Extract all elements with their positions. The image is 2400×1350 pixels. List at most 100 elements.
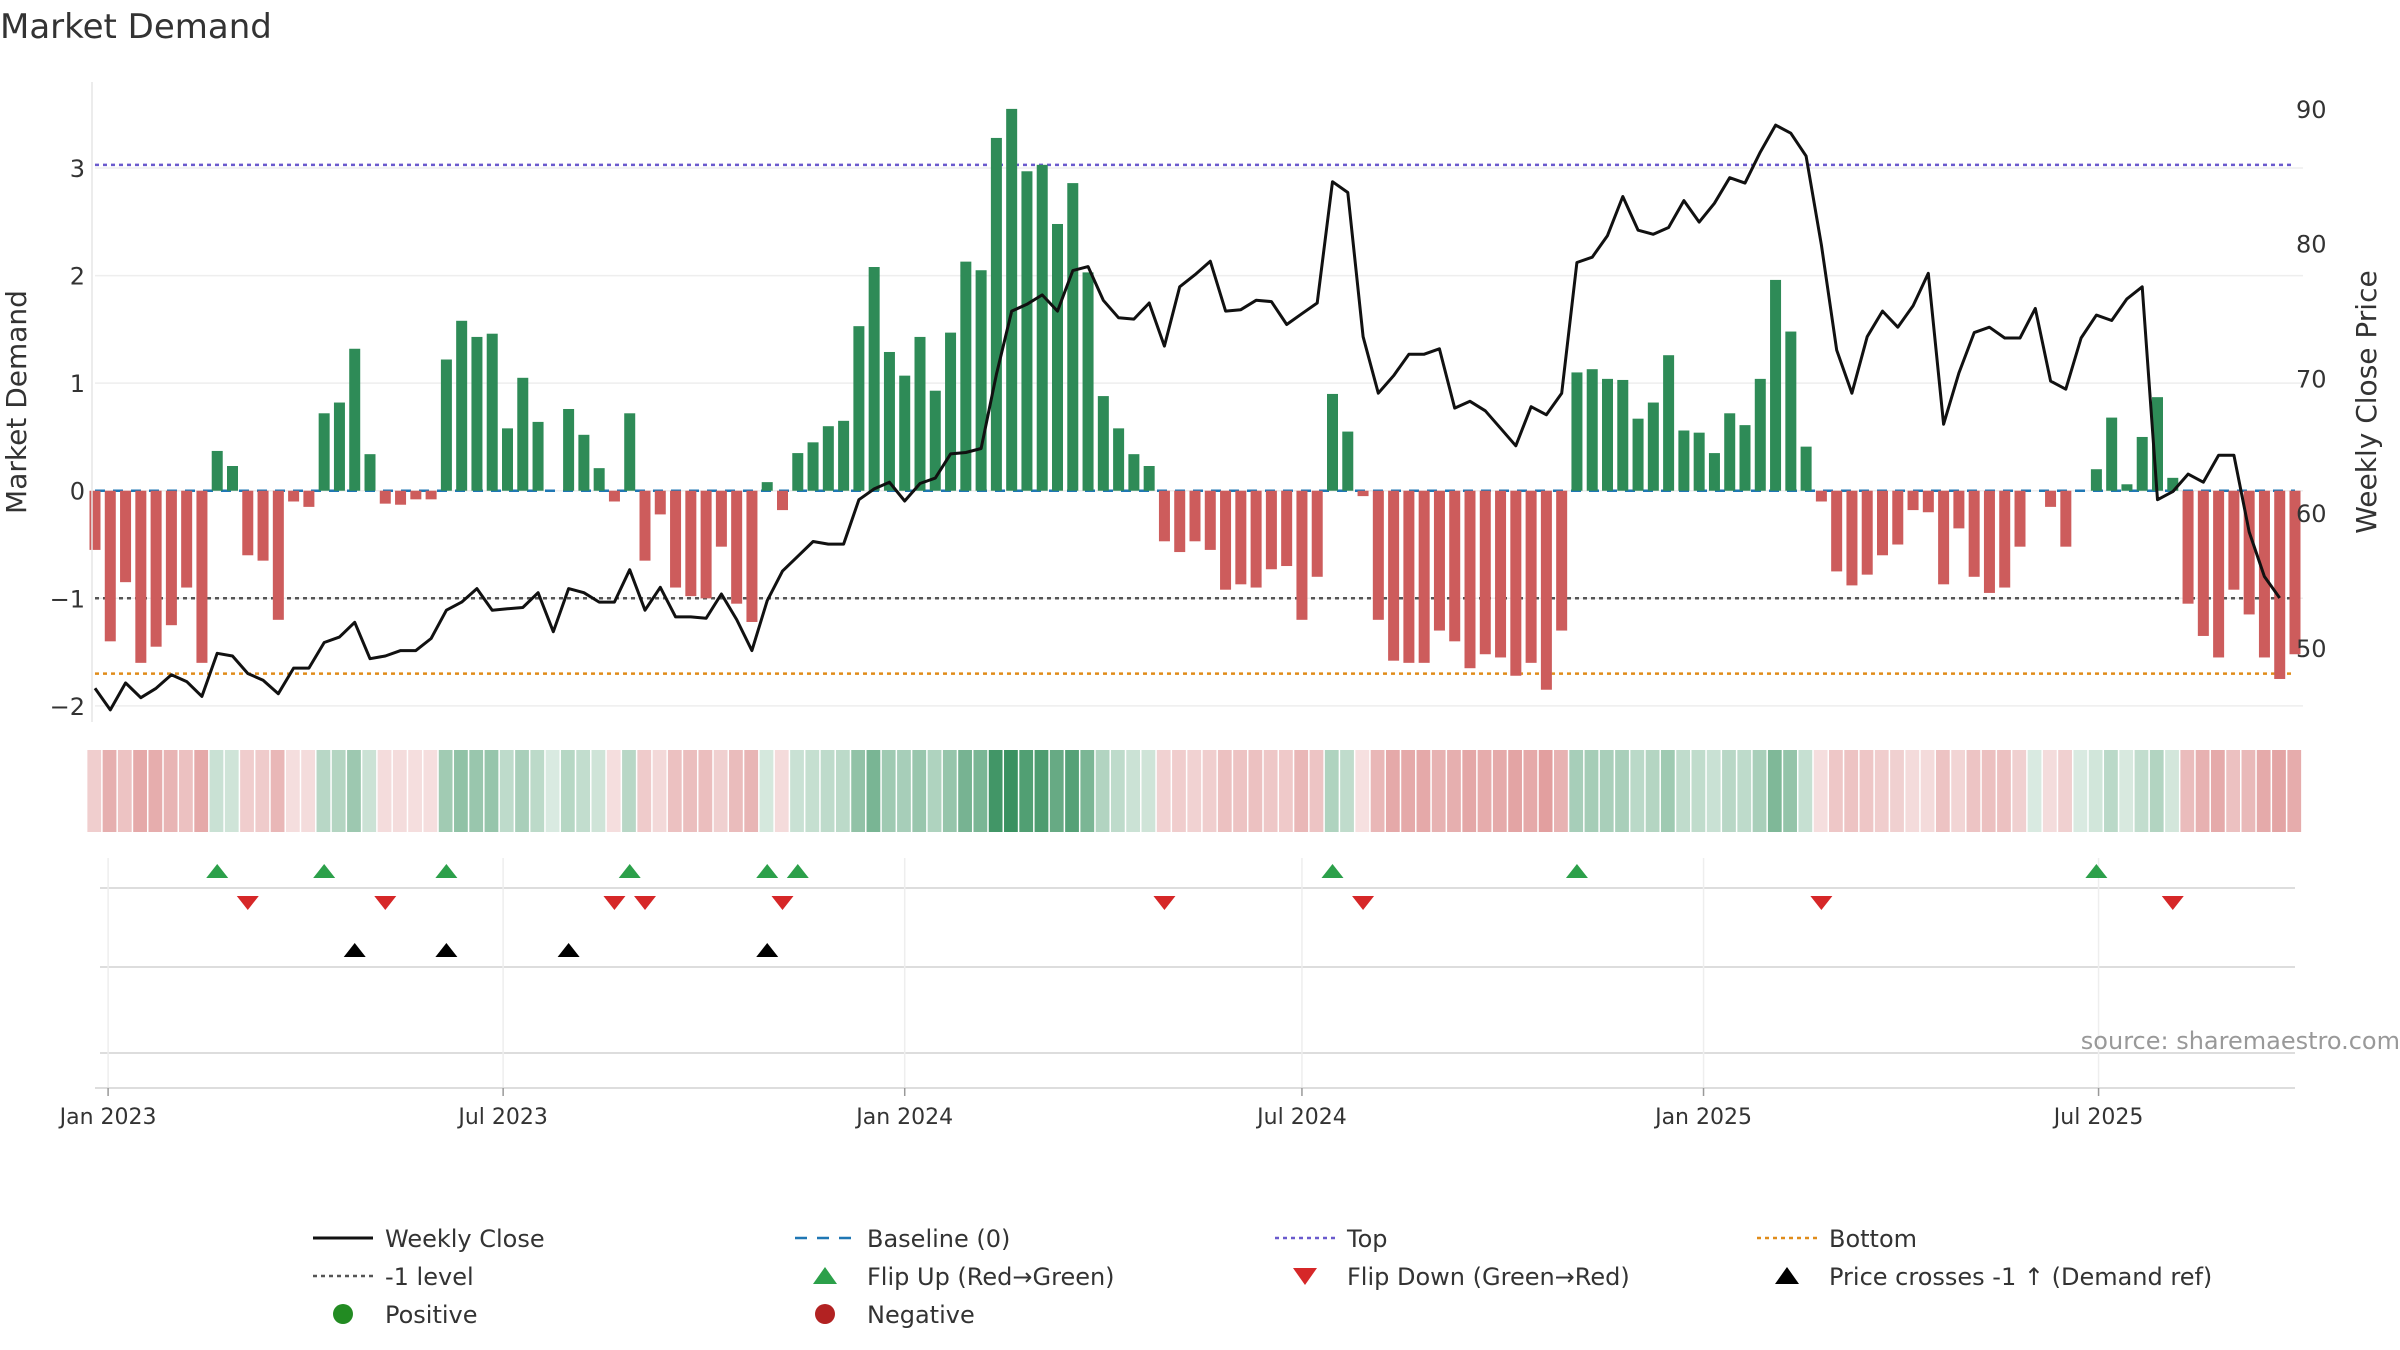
heat-cell	[1890, 750, 1904, 832]
demand-bar	[517, 377, 529, 491]
demand-bar	[700, 490, 712, 599]
heat-cell	[2226, 750, 2241, 832]
heat-cell	[102, 750, 117, 832]
demand-bar	[1113, 428, 1125, 491]
heat-cell	[255, 750, 270, 832]
demand-bar	[1097, 396, 1109, 491]
heat-cell	[1172, 750, 1186, 832]
heat-cell	[331, 750, 346, 832]
demand-bar	[1174, 490, 1186, 553]
heat-cell	[958, 750, 972, 832]
heat-cell	[1217, 750, 1232, 832]
demand-bar	[731, 490, 743, 604]
heat-cell	[820, 750, 835, 832]
heat-cell	[1401, 750, 1416, 832]
demand-bar	[1220, 490, 1232, 590]
demand-bar	[1265, 490, 1277, 570]
legend-label-bottom: Bottom	[1829, 1225, 1917, 1253]
demand-bar	[1464, 490, 1476, 669]
heat-cell	[423, 750, 438, 832]
demand-bar	[486, 333, 498, 491]
heat-cell	[2256, 750, 2271, 832]
demand-bar	[2090, 469, 2102, 491]
demand-bar	[2167, 477, 2179, 491]
heat-cell	[1691, 750, 1706, 832]
demand-bar	[914, 336, 926, 491]
heat-cell	[1599, 750, 1614, 832]
heat-cell	[1997, 750, 2011, 832]
demand-bar	[89, 490, 101, 550]
demand-bar	[838, 420, 850, 491]
heat-cell	[163, 750, 178, 832]
left-tick-label: 1	[70, 370, 85, 398]
legend-label-top: Top	[1346, 1225, 1388, 1253]
heat-cell	[1722, 750, 1736, 832]
demand-bar	[1540, 490, 1552, 690]
heat-cell	[1752, 750, 1767, 832]
price-cross-marker	[756, 943, 779, 957]
demand-bar	[2106, 417, 2118, 491]
flip-down-marker	[374, 896, 397, 910]
demand-bar	[1449, 490, 1461, 642]
heat-cell	[1859, 750, 1874, 832]
legend-symbol	[333, 1304, 353, 1324]
right-tick-label: 50	[2296, 635, 2327, 663]
heat-cell	[1660, 750, 1675, 832]
heat-cell	[1049, 750, 1064, 832]
demand-bar	[181, 490, 193, 588]
demand-bar	[578, 434, 590, 491]
demand-bar	[2243, 490, 2255, 615]
heat-cell	[1874, 750, 1889, 832]
demand-heat-strip	[87, 750, 2302, 832]
demand-bar	[1770, 279, 1782, 491]
demand-bar	[761, 482, 773, 491]
flip-up-marker	[786, 864, 809, 878]
x-tick-label: Jan 2023	[58, 1105, 157, 1130]
heat-cell	[1065, 750, 1079, 832]
chart-title: Market Demand	[0, 7, 272, 47]
heat-cell	[2149, 750, 2164, 832]
flip-up-marker	[756, 864, 779, 878]
heat-cell	[1492, 750, 1507, 832]
demand-bar	[211, 450, 223, 491]
heat-cell	[87, 750, 102, 832]
demand-bar	[1479, 490, 1491, 655]
heat-cell	[1340, 750, 1354, 832]
right-tick-label: 90	[2296, 96, 2327, 124]
heat-cell	[224, 750, 239, 832]
demand-bar	[395, 490, 407, 505]
demand-bar	[1739, 425, 1751, 491]
flip-up-marker	[2085, 864, 2108, 878]
demand-bar	[1510, 490, 1522, 676]
demand-bar	[1525, 490, 1537, 663]
demand-bar	[1678, 430, 1690, 491]
heat-cell	[2042, 750, 2057, 832]
flip-down-marker	[1810, 896, 1833, 910]
demand-bar	[945, 332, 957, 491]
demand-bar	[502, 428, 513, 491]
demand-bar	[2182, 490, 2194, 604]
demand-bar	[1158, 490, 1170, 542]
demand-bar	[868, 267, 880, 491]
heat-cell	[1905, 750, 1920, 832]
left-tick-label: 2	[70, 263, 85, 291]
legend-label-flip_up: Flip Up (Red→Green)	[867, 1263, 1115, 1291]
heat-cell	[591, 750, 606, 832]
heat-cell	[1019, 750, 1034, 832]
heat-cell	[2165, 750, 2179, 832]
demand-bar	[1021, 171, 1033, 491]
demand-bar	[425, 490, 437, 500]
flip-down-marker	[2161, 896, 2184, 910]
demand-bar	[639, 490, 651, 561]
heat-cell	[194, 750, 209, 832]
flip-up-marker	[206, 864, 229, 878]
heat-cell	[637, 750, 652, 832]
demand-bar	[593, 468, 605, 491]
flip-down-marker	[1352, 896, 1375, 910]
heat-cell	[1263, 750, 1278, 832]
heat-cell	[1462, 750, 1477, 832]
legend-label-flip_down: Flip Down (Green→Red)	[1347, 1263, 1630, 1291]
heat-cell	[927, 750, 942, 832]
heat-cell	[942, 750, 957, 832]
heat-cell	[2119, 750, 2134, 832]
